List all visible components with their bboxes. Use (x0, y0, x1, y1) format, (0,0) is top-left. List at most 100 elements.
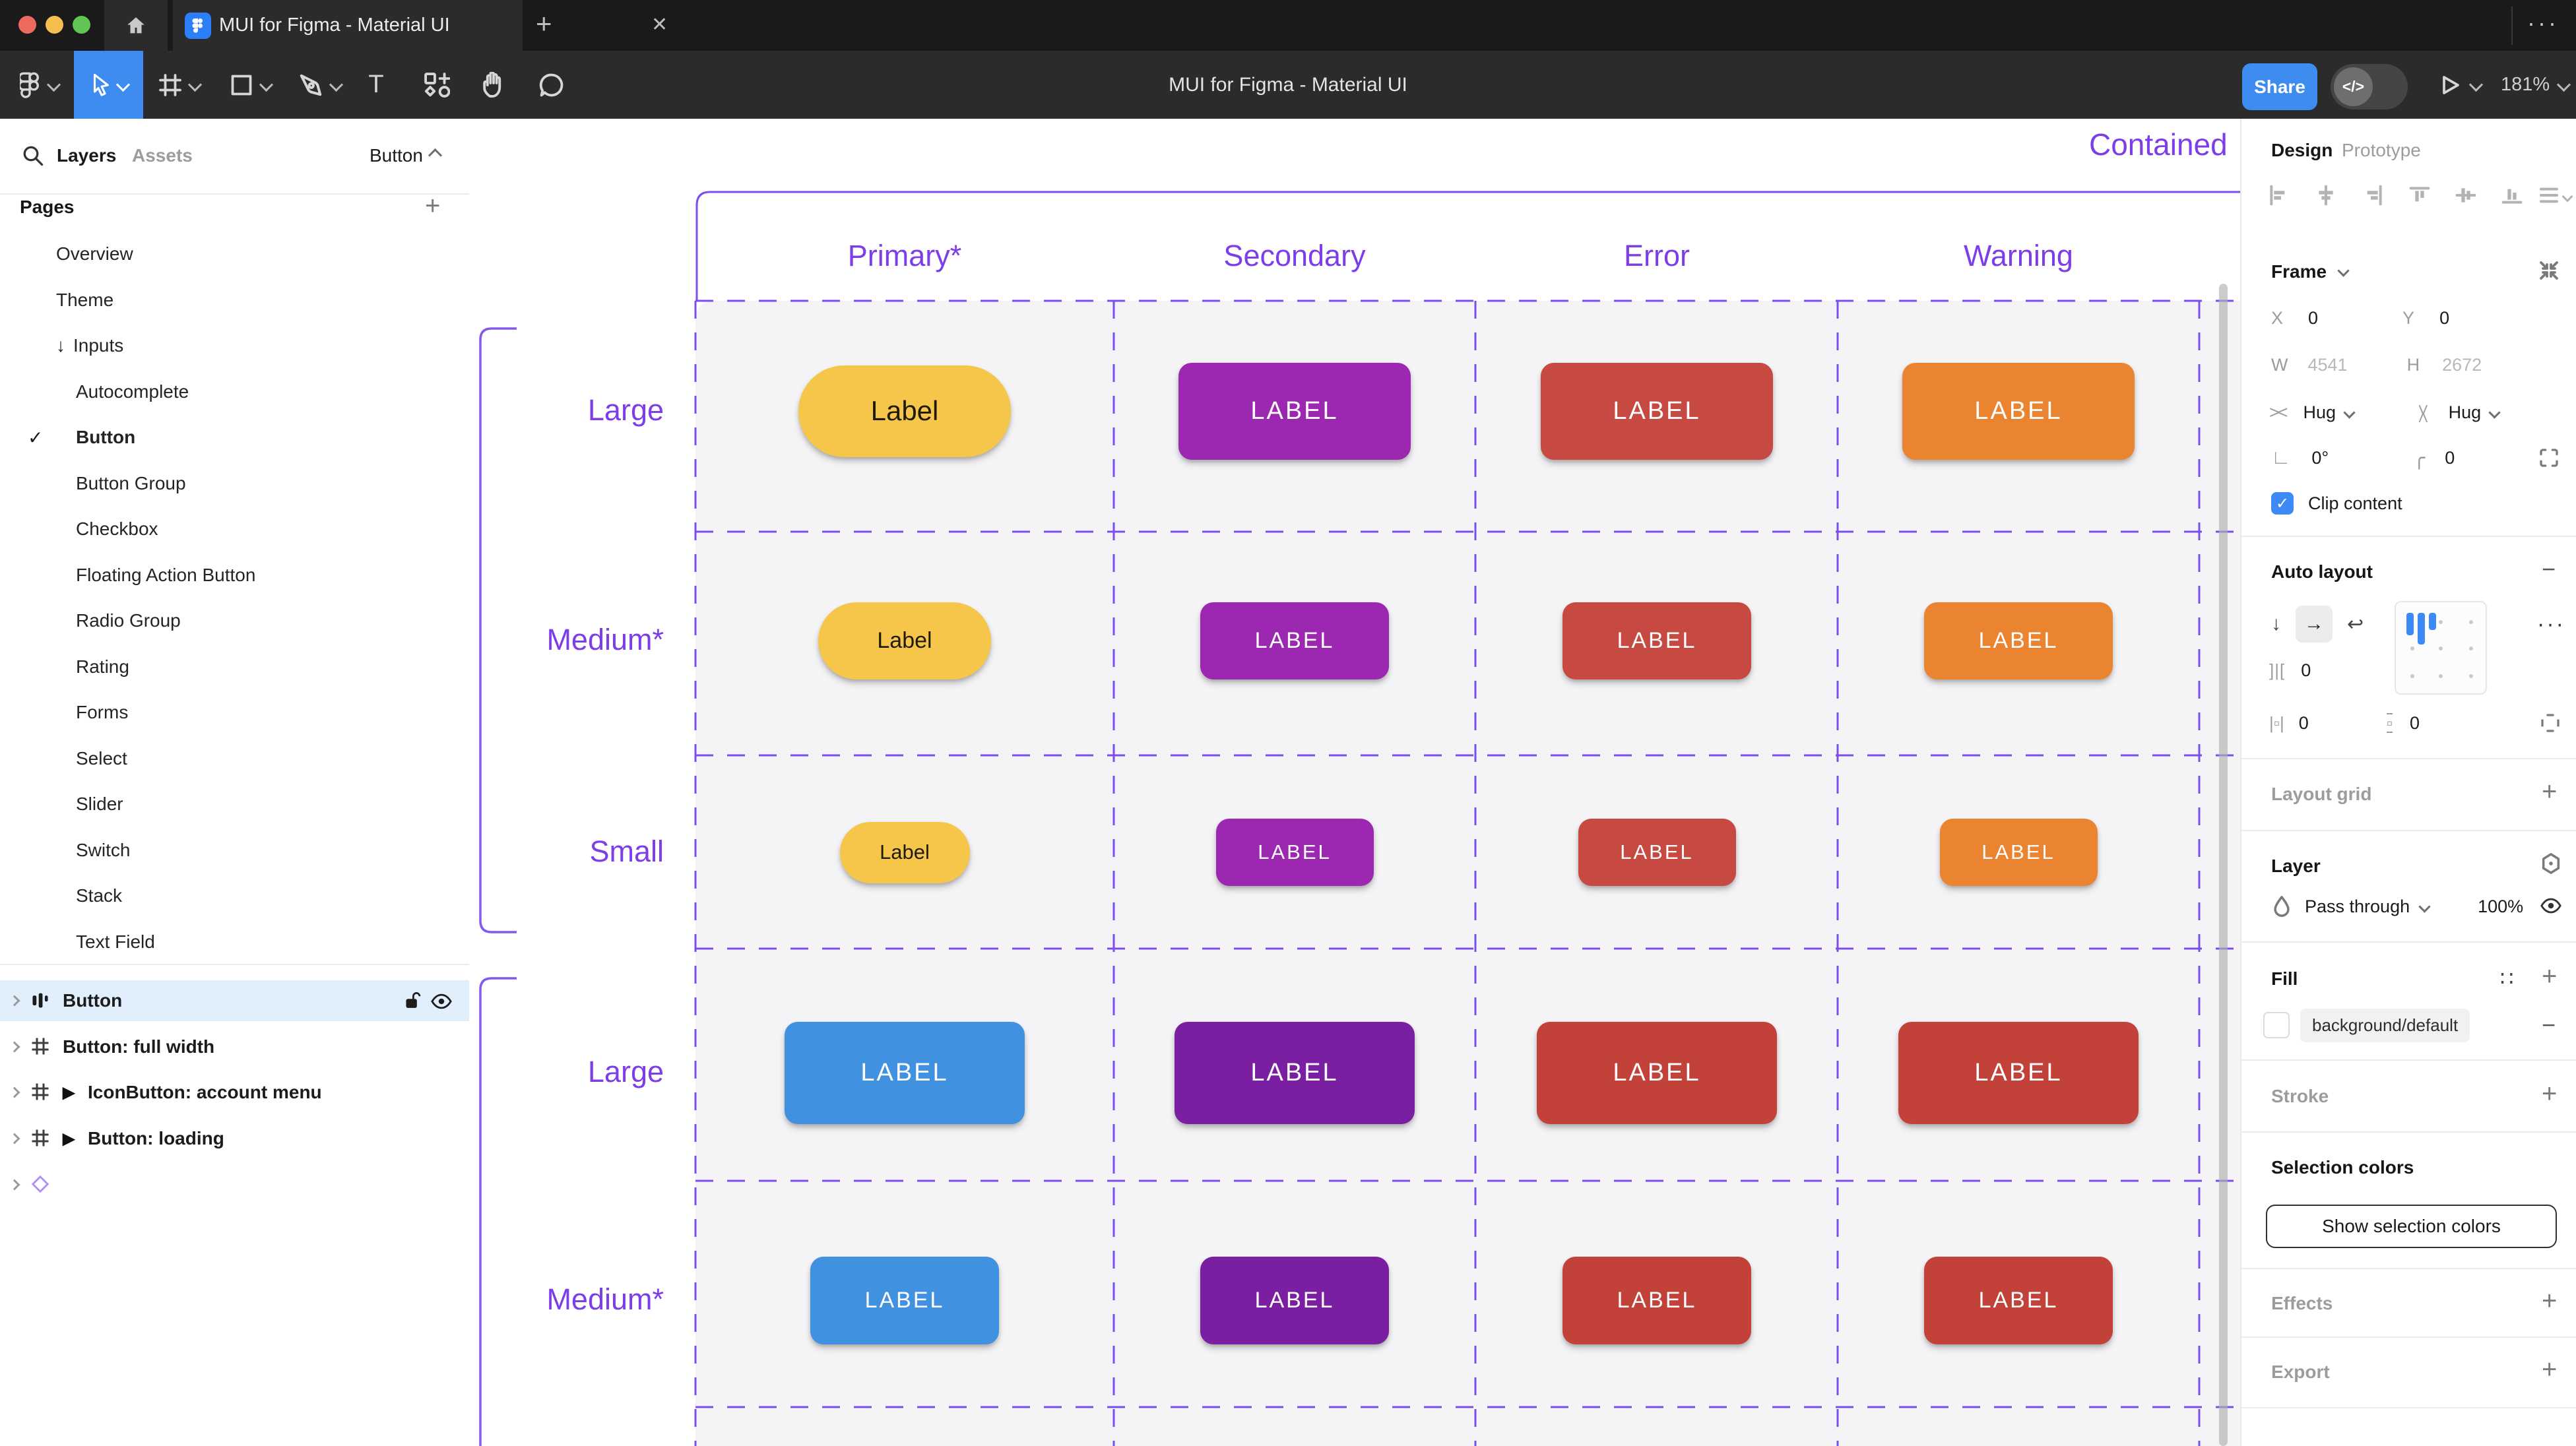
mui-button-1-3[interactable]: LABEL (1924, 602, 2113, 679)
mui-button-0-1[interactable]: LABEL (1178, 362, 1411, 460)
v-padding-value[interactable]: 0 (2409, 712, 2420, 733)
mui-button-4-3[interactable]: LABEL (1924, 1256, 2113, 1344)
align-h-center-icon[interactable] (2315, 185, 2336, 206)
layer-row-iconbutton-account-menu[interactable]: ▶ IconButton: account menu (0, 1072, 469, 1113)
present-button[interactable] (2438, 51, 2484, 119)
fill-color-swatch[interactable] (2263, 1012, 2290, 1038)
tab-assets[interactable]: Assets (132, 145, 193, 166)
align-top-icon[interactable] (2409, 185, 2430, 206)
alignment-box[interactable] (2395, 601, 2487, 695)
rotation-value[interactable]: 0° (2311, 447, 2329, 468)
remove-fill-button[interactable]: − (2542, 1011, 2556, 1038)
layer-visibility-icon[interactable] (2540, 897, 2562, 914)
resources-tool[interactable] (416, 51, 458, 119)
mui-button-1-2[interactable]: LABEL (1562, 602, 1751, 679)
browser-more-menu[interactable]: ··· (2527, 9, 2559, 36)
mui-button-2-1[interactable]: LABEL (1215, 819, 1374, 886)
sidebar-page-rating[interactable]: Rating (0, 647, 422, 687)
frame-title[interactable]: Contained (2089, 127, 2228, 162)
lock-open-icon[interactable] (404, 991, 421, 1011)
add-page-button[interactable]: + (425, 191, 441, 220)
zoom-menu[interactable]: 181% (2501, 51, 2571, 119)
add-layout-grid-button[interactable]: + (2542, 777, 2558, 806)
layer-row-button-loading[interactable]: ▶ Button: loading (0, 1118, 469, 1159)
h-value[interactable]: 2672 (2442, 354, 2482, 375)
remove-auto-layout-button[interactable]: − (2542, 555, 2556, 582)
align-bottom-icon[interactable] (2501, 185, 2523, 206)
sidebar-page-theme[interactable]: Theme (0, 280, 422, 320)
mui-button-1-1[interactable]: LABEL (1200, 602, 1389, 679)
page-picker[interactable]: Button (370, 145, 423, 166)
mui-button-4-0[interactable]: LABEL (810, 1256, 999, 1344)
sidebar-page-autocomplete[interactable]: Autocomplete (0, 372, 422, 412)
comment-tool[interactable] (531, 51, 573, 119)
add-export-button[interactable]: + (2542, 1355, 2558, 1384)
align-right-icon[interactable] (2363, 185, 2384, 206)
sidebar-page-checkbox[interactable]: Checkbox (0, 509, 422, 549)
sidebar-page-forms[interactable]: Forms (0, 693, 422, 732)
h-padding-value[interactable]: 0 (2298, 712, 2309, 733)
traffic-zoom-button[interactable] (73, 16, 90, 34)
direction-right-button-selected[interactable]: → (2296, 606, 2333, 643)
text-tool[interactable]: T (356, 51, 396, 119)
mui-button-3-3[interactable]: LABEL (1898, 1021, 2139, 1124)
collapse-icon[interactable] (2537, 259, 2561, 282)
row-label-4[interactable]: Medium* (546, 1282, 664, 1316)
mui-button-2-2[interactable]: LABEL (1578, 819, 1736, 886)
mui-button-4-1[interactable]: LABEL (1200, 1256, 1389, 1344)
column-header-secondary[interactable]: Secondary (1223, 239, 1366, 272)
tab-close-icon[interactable]: ✕ (651, 14, 668, 36)
align-v-center-icon[interactable] (2455, 185, 2476, 206)
clip-content-row[interactable]: ✓ Clip content (2241, 484, 2576, 523)
layer-row-button[interactable]: Button (0, 980, 469, 1021)
opacity-value[interactable]: 100% (2478, 896, 2524, 916)
mui-button-4-2[interactable]: LABEL (1562, 1256, 1751, 1344)
sidebar-page-text-field[interactable]: Text Field (0, 922, 422, 962)
file-tab[interactable]: MUI for Figma - Material UI ✕ (173, 0, 668, 51)
hug-h-value[interactable]: Hug (2303, 402, 2336, 422)
column-header-error[interactable]: Error (1624, 239, 1690, 272)
canvas-scrollbar[interactable] (2219, 284, 2228, 1446)
show-selection-colors-button[interactable]: Show selection colors (2266, 1205, 2557, 1248)
layer-expand-chevron-icon[interactable] (9, 995, 20, 1007)
y-value[interactable]: 0 (2439, 307, 2450, 328)
sidebar-page-button-group[interactable]: Button Group (0, 464, 422, 503)
auto-layout-more-button[interactable]: ··· (2537, 611, 2565, 637)
sidebar-page-radio-group[interactable]: Radio Group (0, 601, 422, 641)
canvas[interactable]: Contained Primary* Secondary Error Warning L… (469, 119, 2240, 1446)
tab-prototype[interactable]: Prototype (2342, 140, 2421, 160)
row-label-3[interactable]: Large (587, 1055, 664, 1088)
sidebar-page-select[interactable]: Select (0, 739, 422, 778)
x-value[interactable]: 0 (2308, 307, 2319, 328)
mui-button-0-0[interactable]: Label (798, 365, 1011, 457)
sidebar-page-floating-action-button[interactable]: Floating Action Button (0, 555, 422, 595)
mui-button-2-0[interactable]: Label (839, 821, 970, 883)
sidebar-page-overview[interactable]: Overview (0, 234, 422, 274)
mui-button-1-0[interactable]: Label (818, 602, 991, 679)
sidebar-page-button[interactable]: ✓ Button (0, 418, 422, 457)
blend-mode-value[interactable]: Pass through (2305, 896, 2410, 916)
row-label-0[interactable]: Large (587, 393, 664, 427)
distribute-icon[interactable] (2538, 185, 2560, 206)
dev-mode-toggle[interactable]: </> (2331, 64, 2408, 110)
pen-tool[interactable] (298, 51, 344, 119)
frame-tool[interactable] (158, 51, 203, 119)
layer-expand-chevron-icon[interactable] (9, 1041, 20, 1053)
sidebar-page-stack[interactable]: Stack (0, 876, 422, 916)
mui-button-3-1[interactable]: LABEL (1175, 1021, 1415, 1124)
sidebar-page-inputs[interactable]: ↓ Inputs (0, 326, 422, 365)
wrap-button[interactable]: ↩ (2347, 613, 2364, 635)
main-menu-button[interactable] (20, 51, 61, 119)
row-label-2[interactable]: Small (589, 834, 664, 868)
layer-row--menu-[interactable] (0, 1164, 469, 1205)
clip-content-checkbox[interactable]: ✓ (2271, 492, 2294, 515)
frame-section-title[interactable]: Frame (2271, 261, 2327, 282)
row-label-1[interactable]: Medium* (546, 623, 664, 656)
blend-mode-icon[interactable] (2540, 852, 2562, 875)
align-left-icon[interactable] (2268, 185, 2289, 206)
add-stroke-button[interactable]: + (2542, 1079, 2558, 1108)
sidebar-page-slider[interactable]: Slider (0, 784, 422, 824)
home-tab[interactable] (104, 0, 168, 51)
fill-token-chip[interactable]: background/default (2300, 1008, 2470, 1042)
independent-padding-icon[interactable] (2540, 712, 2561, 734)
